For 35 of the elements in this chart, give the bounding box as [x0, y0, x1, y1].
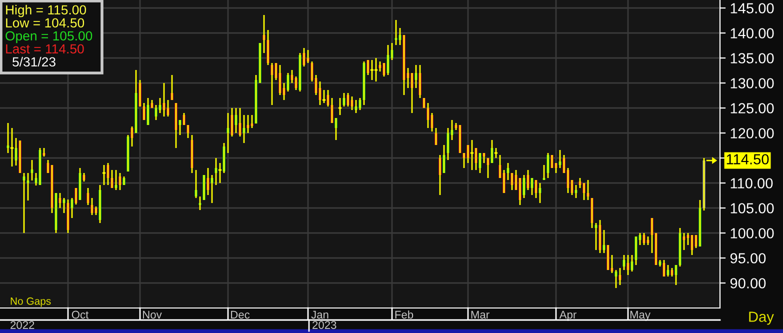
annotation: 5/31/23 [12, 56, 56, 67]
candlestick [18, 140, 22, 174]
y-tick-label: 140.00 [730, 28, 774, 38]
x-tick-label: May [630, 310, 650, 321]
y-tick-label: 90.00 [730, 278, 766, 288]
x-tick-label: Apr [559, 310, 576, 321]
y-tick-label: 110.00 [730, 178, 773, 188]
annotation: Low = 104.50 [6, 18, 84, 28]
annotation: No Gaps [10, 297, 51, 307]
x-tick-label: Mar [471, 310, 490, 319]
annotation: Last = 114.50 [6, 44, 84, 54]
candlestick [422, 97, 426, 109]
candlestick [606, 244, 610, 271]
annotation: Open = 105.00 [6, 31, 92, 44]
candlestick [458, 124, 462, 154]
y-tick-label: 125.00 [730, 103, 774, 114]
y-tick-label: 120.00 [730, 128, 774, 138]
y-tick-label: 105.00 [730, 203, 774, 214]
text: 2022 [10, 321, 34, 329]
x-tick-label: Dec [231, 310, 250, 319]
y-tick-label: 135.00 [730, 53, 774, 64]
x-tick-label: Oct [72, 310, 89, 319]
x-tick-label: Jan [311, 310, 328, 319]
y-tick-label: 100.00 [730, 228, 774, 238]
text: Day [749, 312, 774, 325]
y-tick-label: 95.00 [730, 253, 766, 264]
candlestick [202, 174, 206, 201]
y-tick-label: 130.00 [730, 78, 774, 88]
x-tick-label: Feb [395, 310, 414, 319]
candlestick [550, 154, 554, 169]
annotation: High = 115.00 [6, 4, 86, 18]
x-tick-label: Nov [143, 310, 162, 319]
text: 2023 [312, 321, 336, 329]
ref-line-label: 114.50 [726, 154, 769, 164]
y-tick-label: 145.00 [730, 3, 774, 14]
